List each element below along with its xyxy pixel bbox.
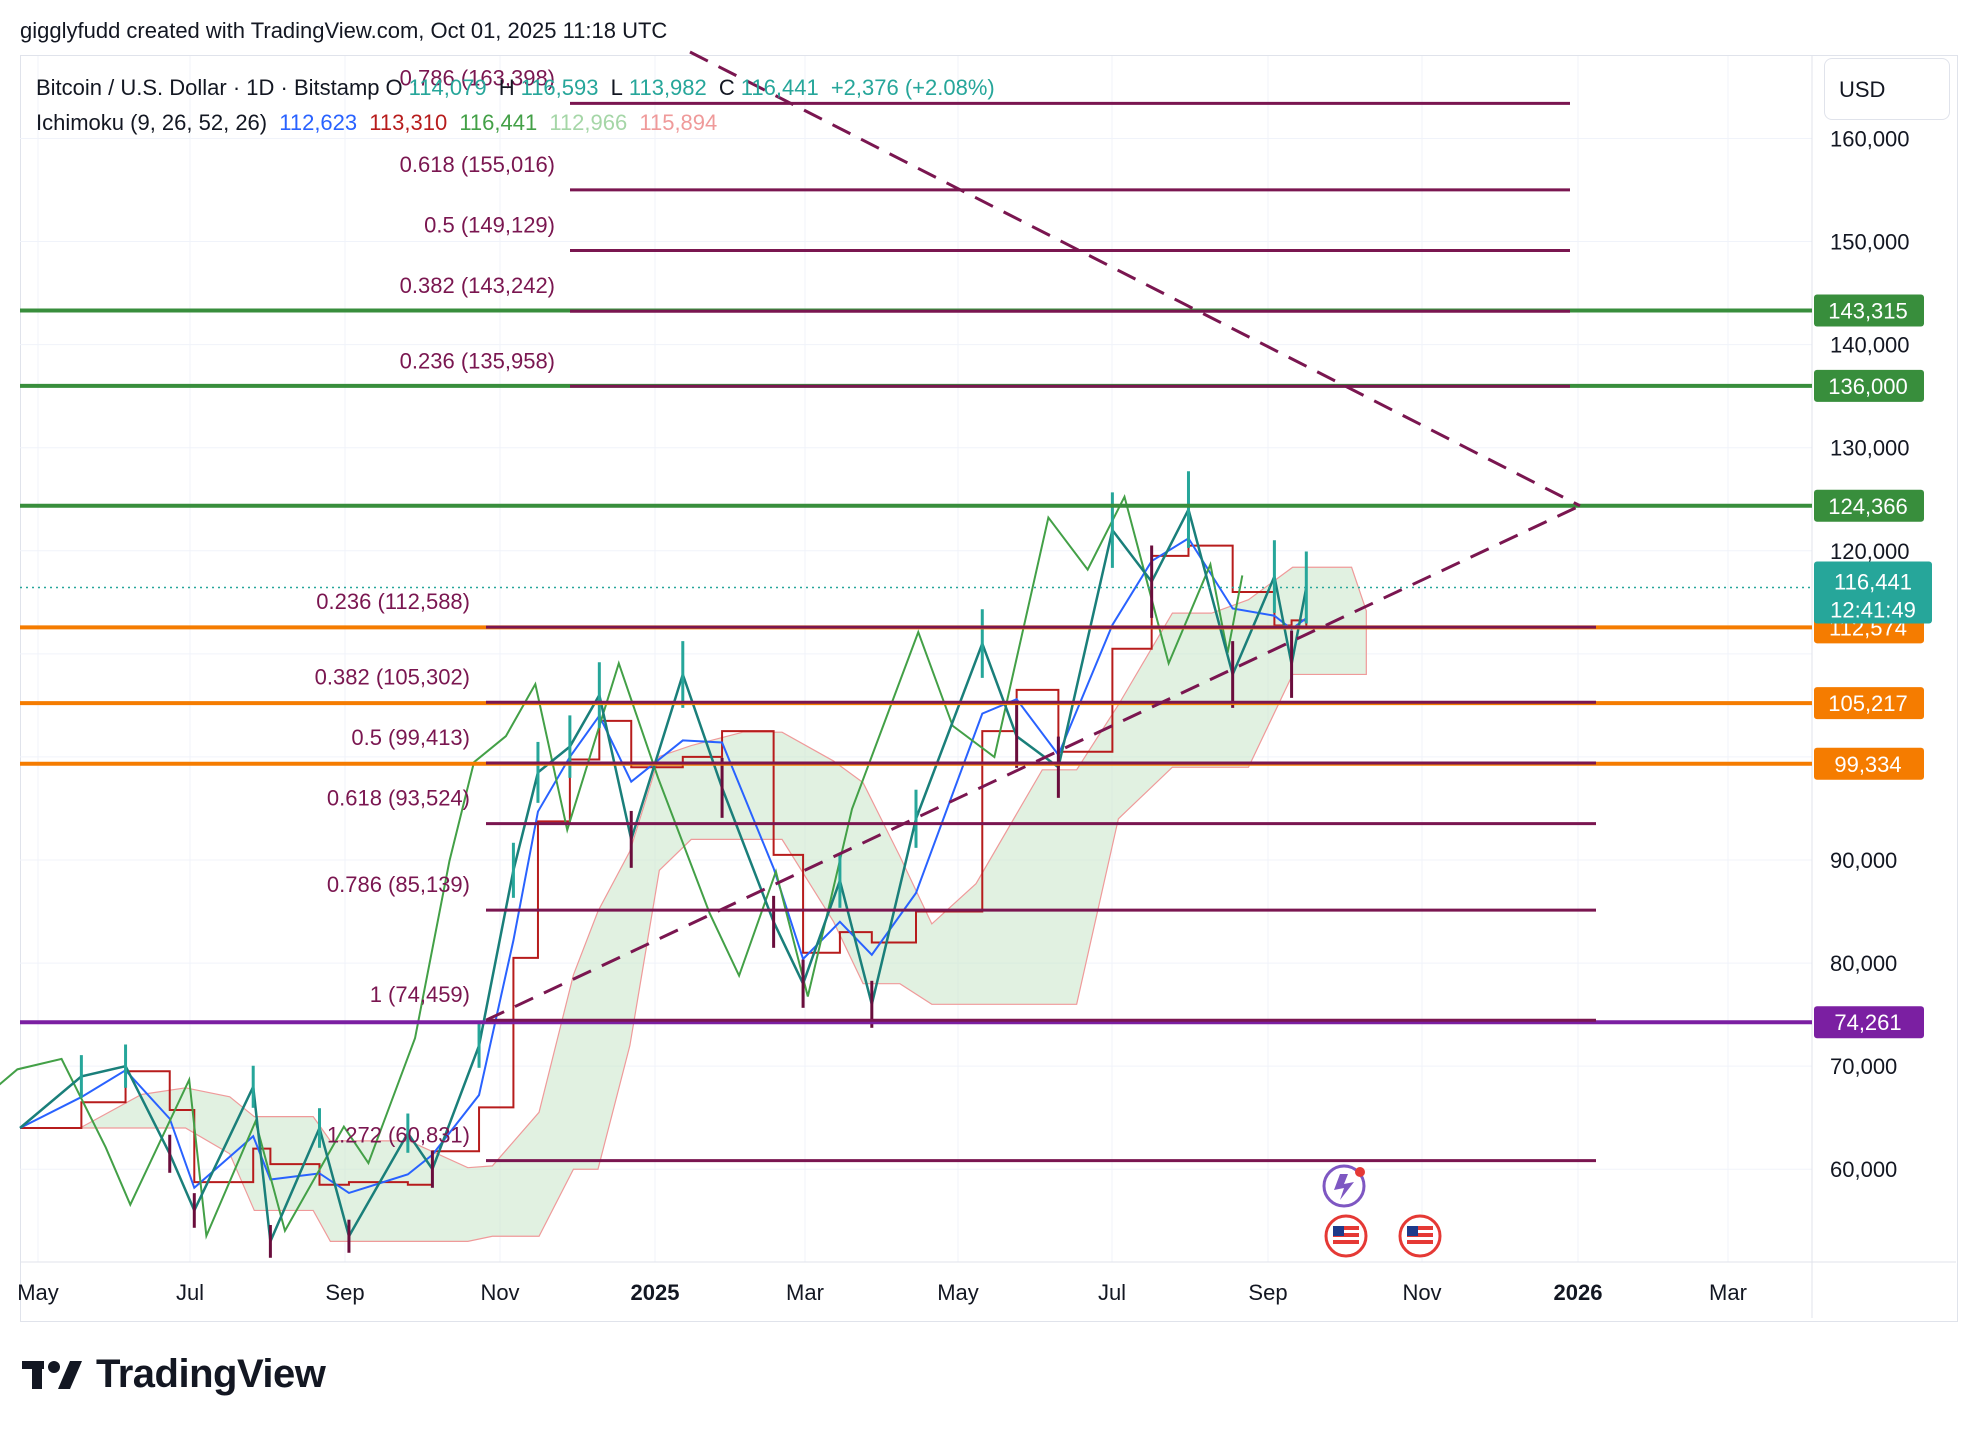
event-sparkle-bolt xyxy=(1334,1174,1354,1200)
symbol-title: Bitcoin / U.S. Dollar · 1D · Bitstamp xyxy=(36,75,380,100)
us-flag-icon-stripe xyxy=(1407,1237,1433,1240)
us-flag-icon-canton xyxy=(1333,1226,1344,1236)
level-tag-99,334 xyxy=(1814,747,1924,780)
indicator-value-span-b: 115,894 xyxy=(639,110,718,135)
chart-credit: gigglyfudd created with TradingView.com,… xyxy=(20,18,668,43)
open-value: 114,079 xyxy=(408,75,487,100)
x-tick-label: 2025 xyxy=(631,1280,680,1305)
level-tag-label: 143,315 xyxy=(1828,298,1908,323)
current-price-tag xyxy=(1814,561,1932,624)
indicator-value-span-a: 112,966 xyxy=(549,110,628,135)
fib-lower-label: 0.236 (112,588) xyxy=(316,589,470,614)
current-price-label: 116,441 xyxy=(1834,569,1912,594)
indicator-value-tenkan: 112,623 xyxy=(279,110,358,135)
change-value: +2,376 (+2.08%) xyxy=(830,75,995,100)
low-label: L xyxy=(610,75,623,100)
y-tick-label: 60,000 xyxy=(1830,1157,1897,1182)
level-tag-105,217 xyxy=(1814,687,1924,720)
fib-upper-label: 0.5 (149,129) xyxy=(424,213,555,238)
x-tick-label: Mar xyxy=(1709,1280,1747,1305)
indicator-legend[interactable]: Ichimoku (9, 26, 52, 26) 112,623 113,310… xyxy=(36,110,723,136)
y-tick-label: 150,000 xyxy=(1830,230,1910,255)
x-tick-label: May xyxy=(937,1280,979,1305)
chart-frame xyxy=(20,55,1958,1322)
y-tick-label: 140,000 xyxy=(1830,333,1910,358)
fib-upper-label: 0.236 (135,958) xyxy=(400,348,555,373)
chikou-line xyxy=(0,493,1244,1240)
level-tag-label: 136,000 xyxy=(1828,374,1908,399)
fib-lower-label: 0.382 (105,302) xyxy=(315,664,470,689)
us-flag-icon-canton xyxy=(1407,1226,1418,1236)
y-tick-label: 90,000 xyxy=(1830,848,1897,873)
x-tick-label: Nov xyxy=(1402,1280,1441,1305)
fib-upper-label: 0.786 (163,398) xyxy=(400,65,555,90)
x-tick-label: Jul xyxy=(176,1280,204,1305)
level-tag-label: 99,334 xyxy=(1834,752,1901,777)
level-tag-label: 74,261 xyxy=(1834,1010,1901,1035)
fib-upper-label: 0.618 (155,016) xyxy=(400,152,555,177)
us-flag-icon-stripe xyxy=(1407,1230,1433,1233)
high-value: 116,593 xyxy=(520,75,599,100)
event-dot xyxy=(1355,1167,1365,1177)
price-line xyxy=(19,506,1308,1247)
ichimoku-cloud xyxy=(79,566,1367,1242)
x-tick-label: Sep xyxy=(325,1280,364,1305)
brand-text: TradingView xyxy=(96,1352,326,1396)
tradingview-logo-icon xyxy=(22,1360,82,1389)
open-label: O xyxy=(385,75,403,100)
fib-lower-label: 1 (74,459) xyxy=(370,982,470,1007)
currency-button[interactable]: USD xyxy=(1824,58,1950,120)
x-tick-label: Nov xyxy=(480,1280,519,1305)
x-tick-label: Mar xyxy=(786,1280,824,1305)
level-tag-143,315 xyxy=(1814,294,1924,327)
us-flag-icon-stripe xyxy=(1333,1230,1359,1233)
indicator-name: Ichimoku (9, 26, 52, 26) xyxy=(36,110,268,135)
fib-lower-label: 1.272 (60,831) xyxy=(327,1123,470,1148)
countdown-label: 12:41:49 xyxy=(1830,597,1916,622)
close-value: 116,441 xyxy=(740,75,819,100)
low-value: 113,982 xyxy=(628,75,707,100)
indicator-value-kijun: 113,310 xyxy=(369,110,448,135)
trendline-up xyxy=(485,504,1581,1022)
y-tick-label: 130,000 xyxy=(1830,436,1910,461)
x-tick-label: May xyxy=(17,1280,59,1305)
y-tick-label: 120,000 xyxy=(1830,539,1910,564)
level-tag-label: 124,366 xyxy=(1828,494,1908,519)
level-tag-label: 105,217 xyxy=(1828,691,1908,716)
x-tick-label: 2026 xyxy=(1554,1280,1603,1305)
fib-lower-label: 0.618 (93,524) xyxy=(327,786,470,811)
indicator-value-chikou: 116,441 xyxy=(459,110,538,135)
level-tag-124,366 xyxy=(1814,489,1924,522)
x-tick-label: Jul xyxy=(1098,1280,1126,1305)
y-tick-label: 80,000 xyxy=(1830,951,1897,976)
fib-lower-label: 0.786 (85,139) xyxy=(327,872,470,897)
us-flag-icon-stripe xyxy=(1333,1244,1359,1247)
fib-lower-label: 0.5 (99,413) xyxy=(351,725,470,750)
us-flag-icon-stripe xyxy=(1407,1244,1433,1247)
high-label: H xyxy=(498,75,515,100)
trendline-down xyxy=(689,50,1581,508)
kijun-line xyxy=(20,544,1308,1186)
fib-upper-label: 0.382 (143,242) xyxy=(400,273,555,298)
level-tag-136,000 xyxy=(1814,369,1924,402)
y-tick-label: 70,000 xyxy=(1830,1054,1897,1079)
tradingview-logo: TradingView xyxy=(22,1352,326,1397)
us-flag-icon-stripe xyxy=(1333,1237,1359,1240)
symbol-legend[interactable]: Bitcoin / U.S. Dollar · 1D · Bitstamp O 11… xyxy=(36,75,1001,101)
level-tag-74,261 xyxy=(1814,1006,1924,1039)
y-tick-label: 160,000 xyxy=(1830,126,1910,151)
close-label: C xyxy=(718,75,735,100)
x-tick-label: Sep xyxy=(1248,1280,1287,1305)
